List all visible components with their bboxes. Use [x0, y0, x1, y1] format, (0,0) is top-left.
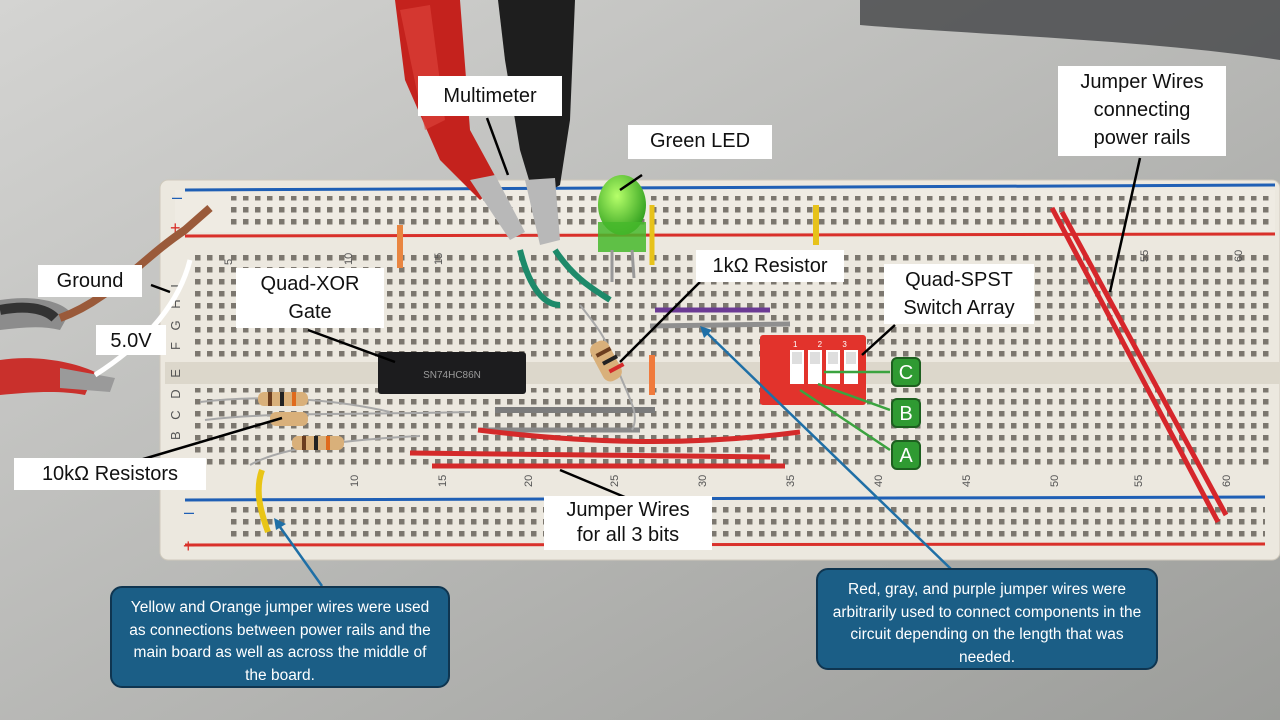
row-letters-bottom: B C D E: [168, 365, 183, 440]
label-jumper-bits: Jumper Wires for all 3 bits: [544, 496, 712, 550]
label-ground: Ground: [38, 265, 142, 297]
col-number: 40: [873, 475, 885, 487]
xor-chip: SN74HC86N: [378, 352, 526, 394]
10k-resistors: [199, 392, 471, 466]
callout-red-gray-purple: Red, gray, and purple jumper wires were …: [816, 568, 1158, 670]
label-voltage: 5.0V: [96, 325, 166, 355]
svg-text:+: +: [183, 536, 194, 556]
label-multimeter: Multimeter: [418, 76, 562, 116]
col-number: 10: [343, 253, 355, 265]
col-number: 10: [349, 475, 361, 487]
1k-resistor: [579, 304, 636, 431]
label-jumper-power-line: Jumper Wires: [1080, 71, 1204, 93]
pointer-lines: [139, 117, 1142, 587]
col-number: 55: [1139, 250, 1151, 262]
red-jumper: [477, 427, 801, 444]
dip-switch-array: 1 2 3 4: [760, 335, 880, 405]
col-number: 50: [1049, 475, 1061, 487]
col-number: 30: [697, 475, 709, 487]
col-number: 60: [1221, 475, 1233, 487]
label-jumper-bits-line: for all 3 bits: [576, 524, 680, 546]
yellow-jumper: [255, 469, 271, 534]
col-number: 35: [785, 475, 797, 487]
col-number: 5: [223, 259, 235, 265]
bit-tag-c: C: [891, 357, 921, 387]
red-jumper: [409, 450, 771, 460]
callout-yellow-orange: Yellow and Orange jumper wires were used…: [110, 586, 450, 688]
svg-text:–: –: [172, 187, 182, 207]
breadboard: – + – +: [159, 179, 1280, 561]
label-quad-spst: Quad-SPST Switch Array: [884, 264, 1034, 324]
label-jumper-bits-line: Jumper Wires: [566, 499, 690, 521]
col-number: 15: [437, 475, 449, 487]
chip-marking: SN74HC86N: [423, 370, 481, 381]
switch-numbers: 1 2 3 4: [793, 340, 880, 349]
col-number: 20: [523, 475, 535, 487]
col-number: 55: [1133, 475, 1145, 487]
bit-tag-b: B: [891, 398, 921, 428]
col-number: 45: [961, 475, 973, 487]
label-quad-spst-line: Quad-SPST: [905, 269, 1013, 291]
green-led: [598, 175, 655, 282]
label-quad-xor: Quad-XOR Gate: [236, 268, 384, 328]
label-jumper-power: Jumper Wires connecting power rails: [1058, 66, 1226, 156]
label-quad-xor-line: Gate: [288, 301, 332, 323]
label-jumper-power-line: connecting: [1093, 99, 1191, 121]
label-quad-spst-line: Switch Array: [903, 297, 1015, 319]
svg-text:–: –: [184, 502, 194, 522]
col-number: 25: [609, 475, 621, 487]
label-jumper-power-line: power rails: [1093, 127, 1191, 149]
svg-text:+: +: [170, 218, 181, 238]
label-1k-resistor: 1kΩ Resistor: [696, 250, 844, 282]
red-jumper: [1059, 210, 1229, 517]
gray-jumper: [649, 321, 791, 329]
red-jumper: [1049, 206, 1221, 524]
col-number: 15: [433, 253, 445, 265]
col-number: 60: [1233, 250, 1245, 262]
label-green-led: Green LED: [628, 125, 772, 159]
bit-tag-a: A: [891, 440, 921, 470]
label-quad-xor-line: Quad-XOR: [260, 273, 360, 295]
label-10k-resistors: 10kΩ Resistors: [14, 458, 206, 490]
